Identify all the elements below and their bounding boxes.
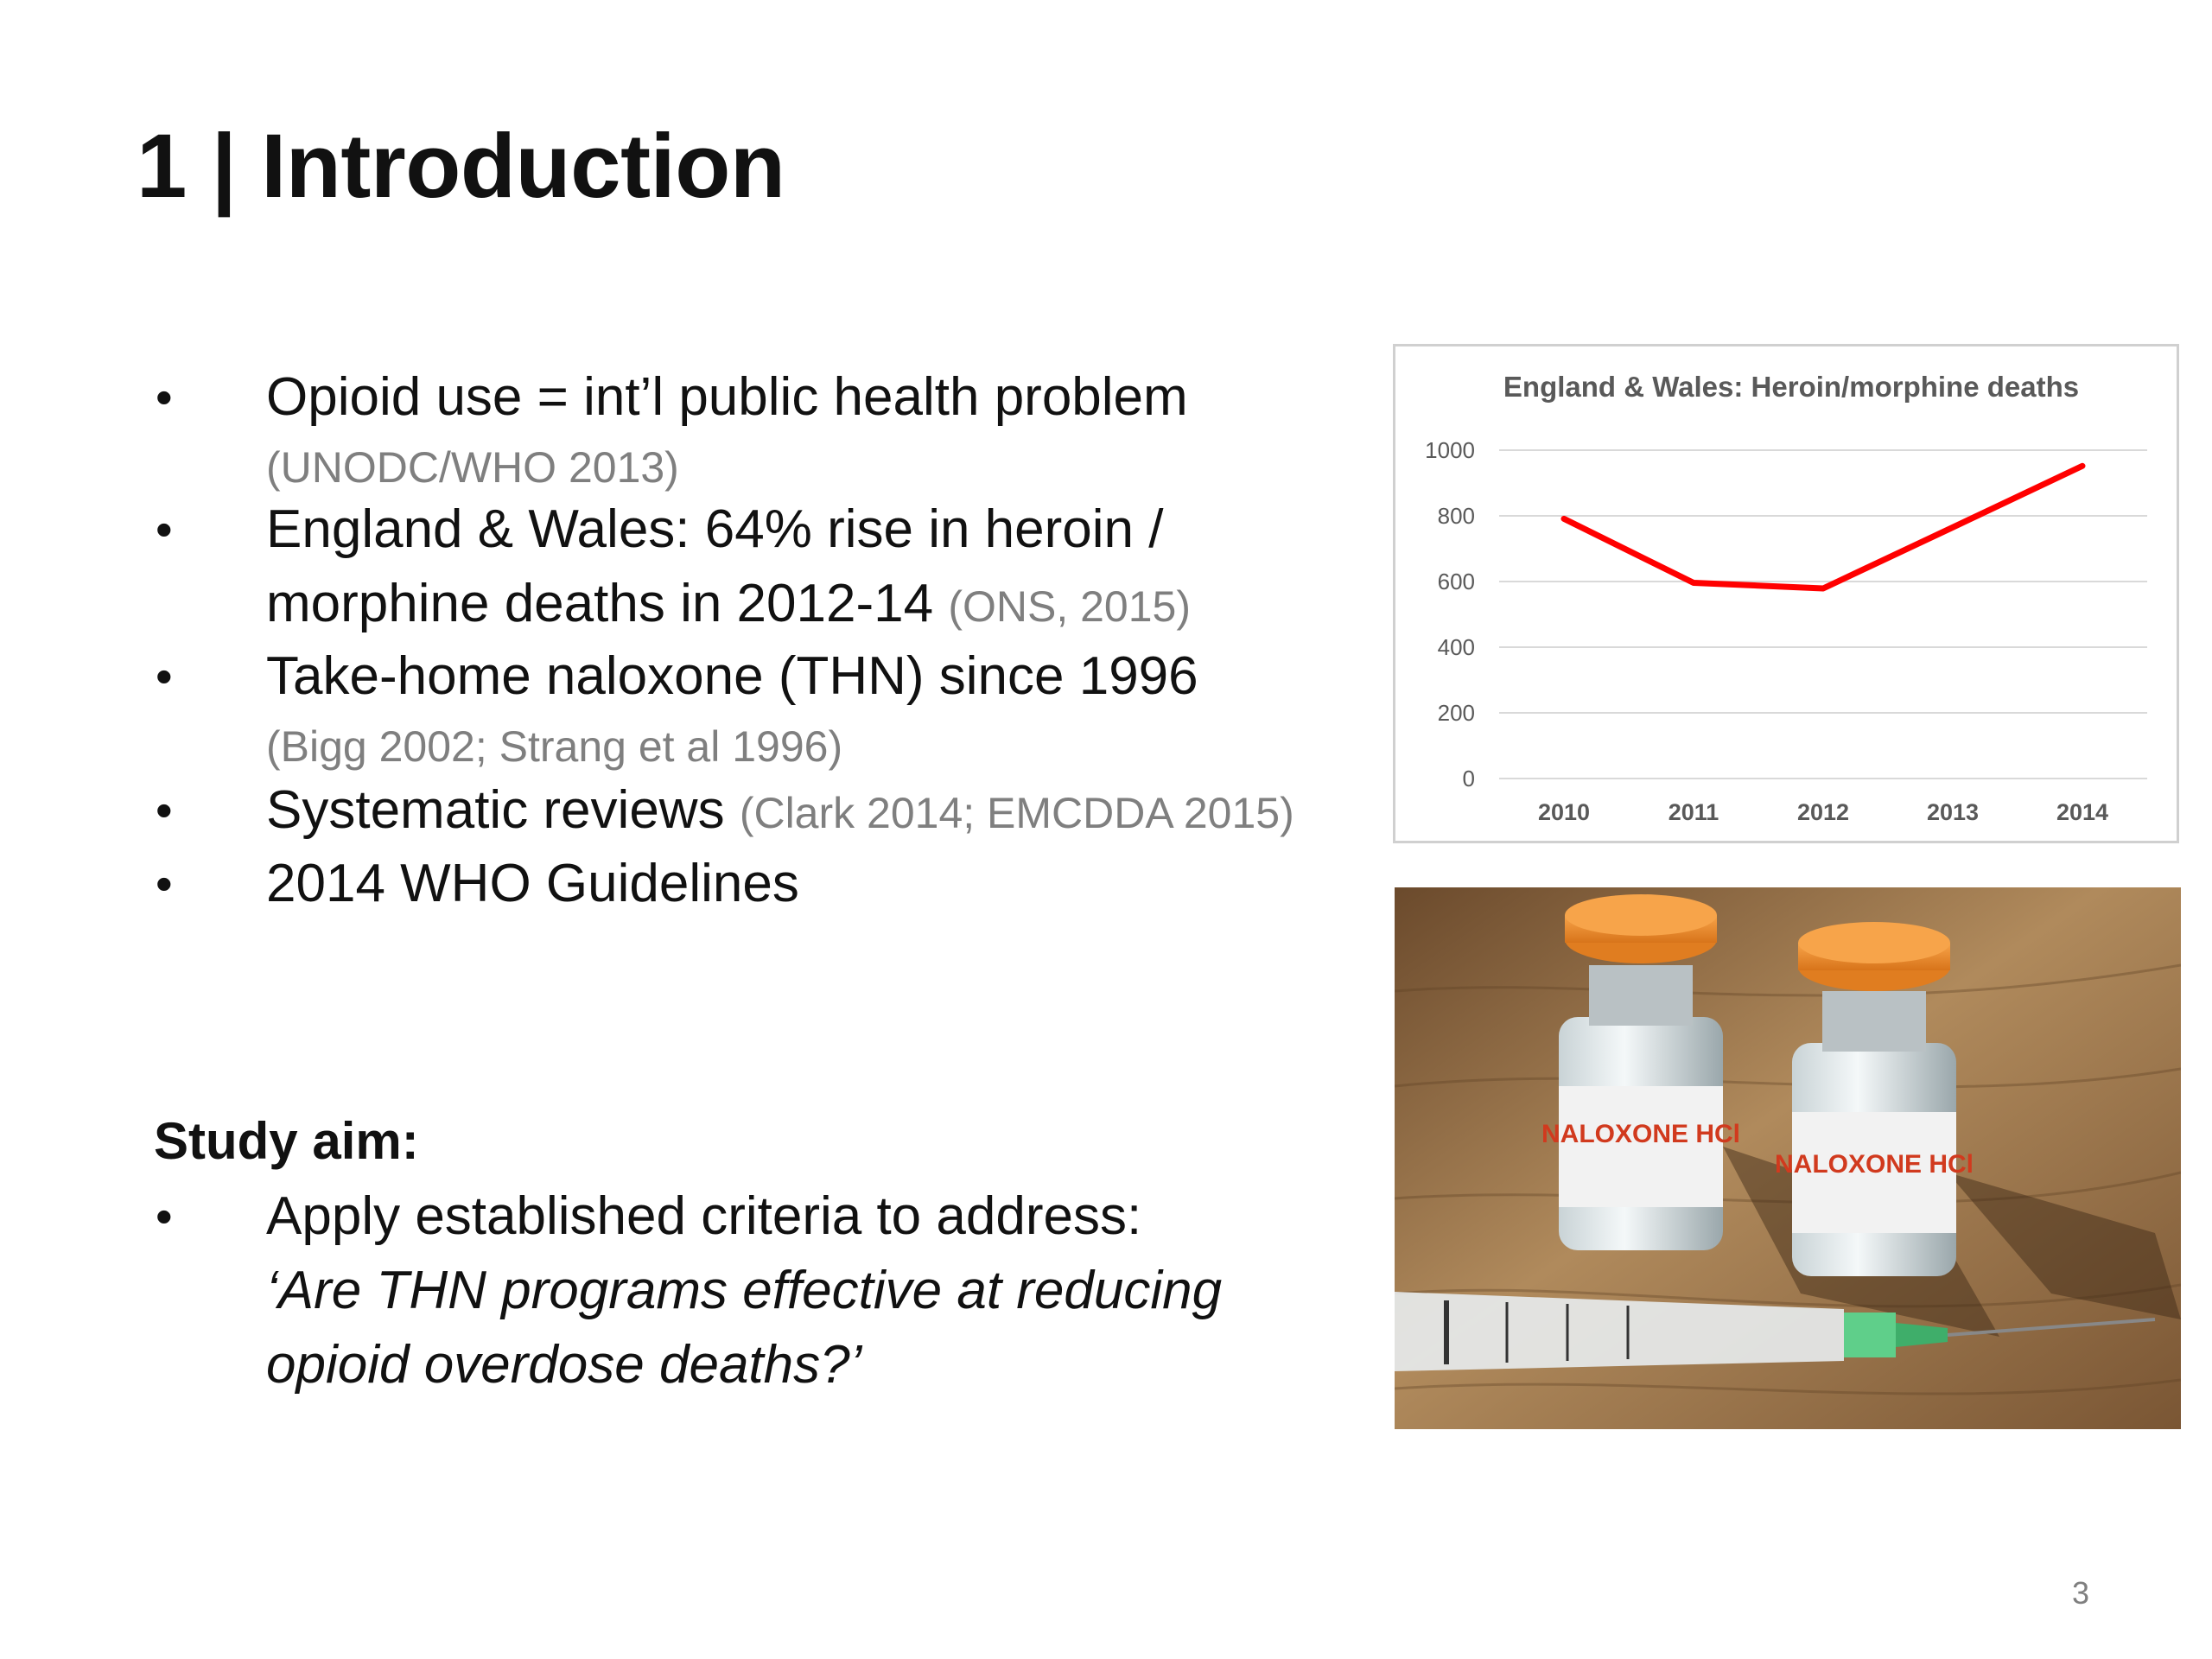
slide-title: 1 | Introduction xyxy=(137,116,785,217)
vial-label-left: NALOXONE HCl xyxy=(1541,1120,1740,1148)
chart-y-axis-labels: 0 200 400 600 800 1000 xyxy=(1425,437,1475,791)
bullet-text: England & Wales: 64% rise in heroin / mo… xyxy=(266,493,1191,644)
page-number: 3 xyxy=(2072,1575,2090,1611)
chart-title: England & Wales: Heroin/morphine deaths xyxy=(1503,371,2079,403)
study-aim-heading: Study aim: xyxy=(154,1112,419,1170)
bullet-text: Opioid use = int’l public health problem… xyxy=(266,360,1188,500)
study-aim-text: Apply established criteria to address: ‘… xyxy=(266,1179,1222,1402)
chart-y-tick-label: 200 xyxy=(1438,700,1475,726)
chart-series-line xyxy=(1560,462,2086,592)
syringe xyxy=(1395,1292,2156,1371)
bullet-dot: • xyxy=(156,856,173,911)
chart-svg: England & Wales: Heroin/morphine deaths … xyxy=(1425,371,2147,825)
bullet-dot: • xyxy=(156,783,173,837)
bullet-main-text: England & Wales: 64% rise in heroin / xyxy=(266,499,1164,559)
bullet-citation: (UNODC/WHO 2013) xyxy=(266,443,679,492)
bullet-citation: (Clark 2014; EMCDDA 2015) xyxy=(739,789,1294,837)
chart-gridlines xyxy=(1499,449,2147,779)
chart-y-tick-label: 400 xyxy=(1438,634,1475,660)
chart-x-tick-label: 2013 xyxy=(1927,799,1979,825)
study-aim-question-line2: opioid overdose deaths?’ xyxy=(266,1335,862,1395)
bullet-dot: • xyxy=(156,502,173,556)
chart-y-tick-label: 0 xyxy=(1463,766,1475,791)
bullet-main-text: Take-home naloxone (THN) since 1996 xyxy=(266,646,1198,706)
chart-x-tick-label: 2014 xyxy=(2056,799,2108,825)
bullet-main-text: 2014 WHO Guidelines xyxy=(266,854,799,913)
vial-right: NALOXONE HCl xyxy=(1775,922,1974,1276)
bullet-citation: (Bigg 2002; Strang et al 1996) xyxy=(266,722,843,771)
bullet-text: 2014 WHO Guidelines xyxy=(266,847,799,921)
deaths-line-chart: England & Wales: Heroin/morphine deaths … xyxy=(1393,344,2179,843)
study-aim-question-line1: ‘Are THN programs effective at reducing xyxy=(266,1261,1223,1320)
chart-x-tick-label: 2012 xyxy=(1797,799,1849,825)
vial-shadow xyxy=(1948,1173,2181,1319)
bullet-text: Systematic reviews (Clark 2014; EMCDDA 2… xyxy=(266,773,1294,850)
bullet-text: Take-home naloxone (THN) since 1996 (Big… xyxy=(266,639,1198,779)
bullet-dot: • xyxy=(156,370,173,424)
bullet-dot: • xyxy=(156,1189,173,1243)
study-aim-bullet-text: Apply established criteria to address: xyxy=(266,1186,1142,1246)
chart-y-tick-label: 800 xyxy=(1438,503,1475,529)
vial-left: NALOXONE HCl xyxy=(1541,894,1740,1250)
naloxone-vials-image: NALOXONE HCl NALOXONE HCl xyxy=(1395,887,2181,1429)
bullet-dot: • xyxy=(156,649,173,703)
chart-x-tick-label: 2011 xyxy=(1669,799,1719,825)
bullet-main-text: Opioid use = int’l public health problem xyxy=(266,367,1188,427)
chart-y-tick-label: 1000 xyxy=(1425,437,1475,463)
vial-label-right: NALOXONE HCl xyxy=(1775,1150,1974,1179)
chart-series xyxy=(1560,462,2086,592)
chart-x-axis-labels: 2010 2011 2012 2013 2014 xyxy=(1538,799,2108,825)
bullet-citation: (ONS, 2015) xyxy=(948,582,1191,631)
naloxone-vials-photo: NALOXONE HCl NALOXONE HCl xyxy=(1395,887,2181,1429)
bullet-main-text-line2: morphine deaths in 2012-14 xyxy=(266,574,934,633)
chart-y-tick-label: 600 xyxy=(1438,569,1475,594)
chart-x-tick-label: 2010 xyxy=(1538,799,1590,825)
bullet-main-text: Systematic reviews xyxy=(266,780,725,840)
